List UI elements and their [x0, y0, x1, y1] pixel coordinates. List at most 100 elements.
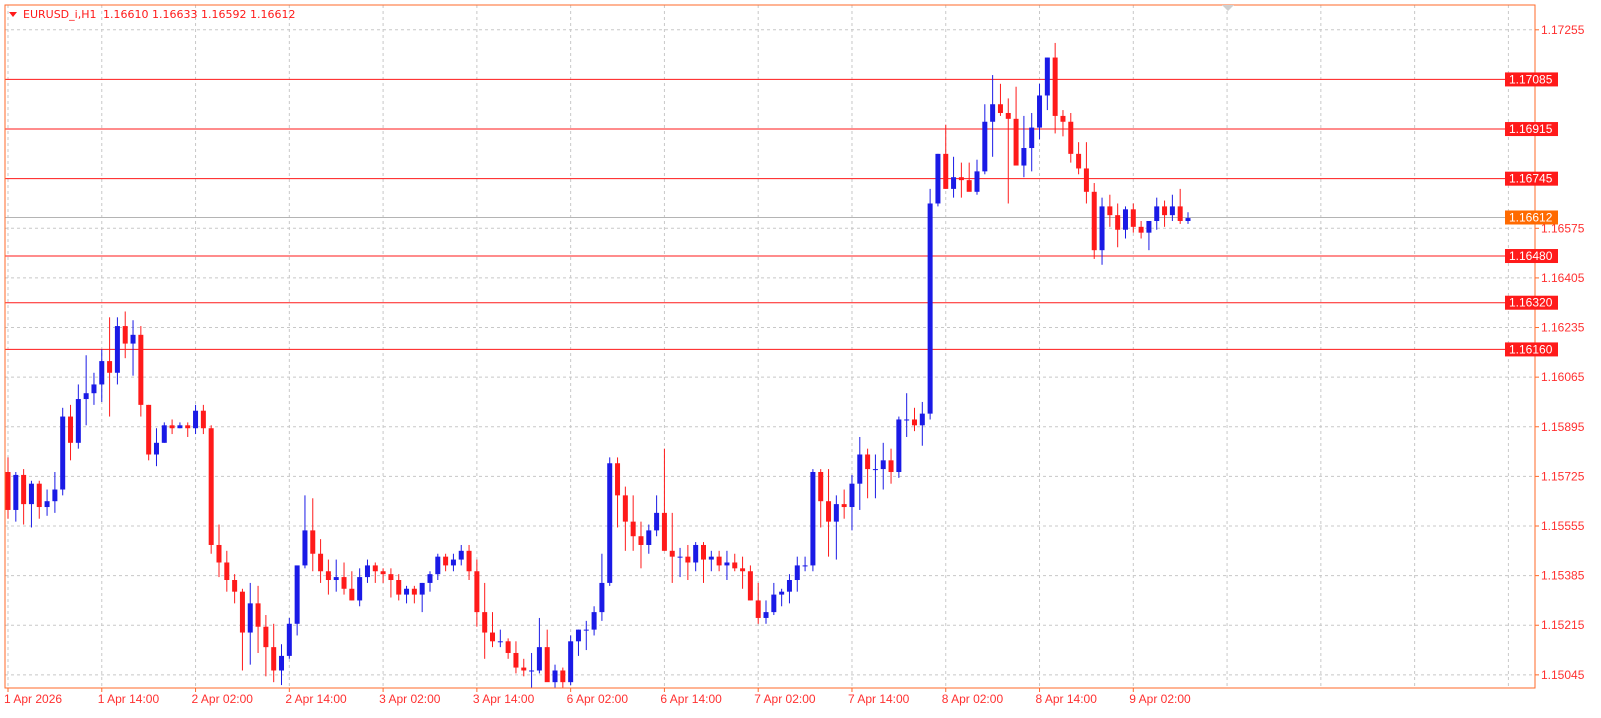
- candle: [52, 472, 58, 513]
- candle-body: [185, 425, 191, 429]
- candle: [396, 574, 402, 601]
- candle-body: [216, 544, 222, 563]
- candle-body: [786, 580, 792, 592]
- candle: [255, 585, 261, 653]
- candle: [138, 326, 144, 417]
- candle-body: [708, 556, 714, 560]
- candle: [497, 629, 503, 648]
- level-price-label: 1.17085: [1509, 72, 1553, 86]
- candle: [91, 372, 97, 405]
- candle: [169, 419, 175, 435]
- candle: [771, 582, 777, 616]
- ohlc-readout: 1.16610 1.16633 1.16592 1.16612: [103, 8, 295, 21]
- time-tick-label: 8 Apr 14:00: [1036, 692, 1098, 706]
- candle-body: [904, 419, 910, 421]
- candle: [1021, 115, 1027, 178]
- candle-body: [232, 580, 238, 592]
- candle-body: [286, 623, 292, 656]
- candle: [966, 162, 972, 192]
- candle-body: [83, 393, 89, 400]
- candle-body: [1052, 57, 1058, 116]
- candle-body: [482, 612, 488, 633]
- candle-body: [177, 425, 183, 429]
- candle: [740, 556, 746, 589]
- candle: [779, 588, 785, 607]
- level-price-label: 1.16745: [1509, 172, 1553, 186]
- candle: [677, 547, 683, 578]
- price-tick-label: 1.16235: [1541, 321, 1585, 335]
- candle-body: [951, 177, 957, 189]
- candle: [450, 553, 456, 572]
- time-tick-label: 3 Apr 14:00: [473, 692, 535, 706]
- candle-body: [935, 153, 941, 204]
- level-price-tag: [1505, 342, 1558, 357]
- candle-body: [966, 180, 972, 192]
- candle-body: [1122, 209, 1128, 230]
- candle-body: [114, 326, 120, 373]
- candle: [99, 349, 105, 402]
- candle: [568, 635, 574, 686]
- candle-body: [857, 454, 863, 484]
- candle: [888, 448, 894, 484]
- candle-body: [771, 594, 777, 613]
- candle-body: [1021, 148, 1027, 166]
- candle: [458, 544, 464, 566]
- candle-body: [435, 556, 441, 575]
- candle: [404, 585, 410, 604]
- candle-body: [943, 153, 949, 189]
- candle-body: [153, 442, 159, 455]
- candle: [114, 317, 120, 385]
- candle-body: [810, 472, 816, 566]
- candles: [5, 42, 1191, 688]
- candle: [1154, 197, 1160, 230]
- candle-body: [1076, 153, 1082, 169]
- candle: [583, 620, 589, 651]
- candle-body: [255, 603, 261, 627]
- candle-body: [310, 530, 316, 554]
- time-tick-label: 1 Apr 2026: [4, 692, 62, 706]
- candle: [513, 641, 519, 674]
- candle: [1185, 212, 1191, 224]
- candle-body: [630, 521, 636, 537]
- collapse-triangle-icon[interactable]: [9, 12, 17, 17]
- candle: [997, 83, 1003, 116]
- candle-body: [224, 562, 230, 581]
- candle-body: [732, 562, 738, 569]
- candle-body: [1177, 206, 1183, 221]
- candle-body: [1060, 115, 1066, 122]
- candle: [490, 612, 496, 648]
- candle: [521, 658, 527, 677]
- candle-body: [654, 512, 660, 531]
- price-tick-label: 1.15385: [1541, 569, 1585, 583]
- time-tick-label: 2 Apr 14:00: [285, 692, 347, 706]
- candle-body: [880, 460, 886, 470]
- candle: [411, 585, 417, 604]
- candle: [302, 495, 308, 569]
- candle-body: [107, 361, 113, 373]
- chart-shift-marker[interactable]: [1222, 5, 1234, 11]
- candle: [630, 495, 636, 551]
- candle: [654, 495, 660, 537]
- candle: [146, 404, 152, 461]
- candle-body: [161, 425, 167, 443]
- candle-body: [388, 574, 394, 581]
- candle: [333, 559, 339, 592]
- candle-body: [1185, 218, 1191, 221]
- candle-body: [1044, 57, 1050, 96]
- candle-body: [357, 577, 363, 601]
- time-tick-label: 8 Apr 02:00: [942, 692, 1004, 706]
- candle: [482, 582, 488, 659]
- candle-body: [271, 647, 277, 671]
- candle: [732, 553, 738, 572]
- price-tick-label: 1.16405: [1541, 271, 1585, 285]
- candle-body: [146, 404, 152, 455]
- candle-body: [21, 474, 27, 505]
- candle-body: [239, 591, 245, 633]
- candle: [794, 556, 800, 592]
- candle: [185, 422, 191, 437]
- level-price-tag: [1505, 72, 1558, 87]
- candle-body: [341, 577, 347, 589]
- candle: [466, 544, 472, 581]
